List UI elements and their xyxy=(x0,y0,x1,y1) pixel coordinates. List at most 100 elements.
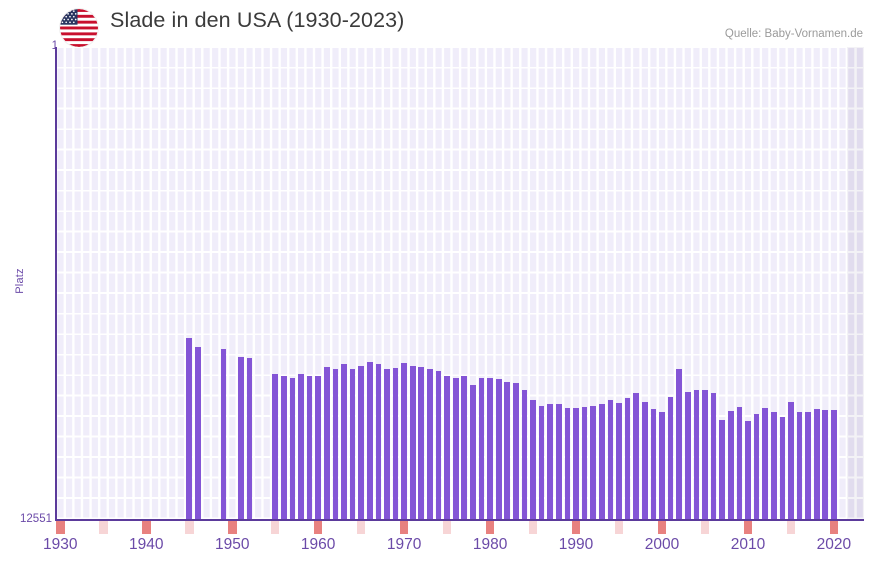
y-axis-top-tick-label: 1 xyxy=(51,40,58,52)
bar[interactable] xyxy=(770,411,777,519)
x-tick-major xyxy=(485,521,495,534)
x-axis-tick-label: 2020 xyxy=(816,536,852,553)
x-tick-major xyxy=(141,521,151,534)
bar[interactable] xyxy=(547,403,554,519)
bar[interactable] xyxy=(409,365,416,519)
bar[interactable] xyxy=(676,368,683,519)
bar[interactable] xyxy=(710,392,717,519)
bar[interactable] xyxy=(590,406,597,519)
bar[interactable] xyxy=(788,402,794,519)
bar[interactable] xyxy=(358,366,364,519)
y-axis-title: Platz xyxy=(14,268,26,294)
bar[interactable] xyxy=(796,412,803,519)
x-tick-minor xyxy=(270,521,280,534)
bar[interactable] xyxy=(495,379,502,519)
x-axis-tick-label: 1990 xyxy=(558,536,594,553)
bar[interactable] xyxy=(444,376,450,519)
bar[interactable] xyxy=(280,376,287,519)
bar[interactable] xyxy=(831,409,837,519)
bar[interactable] xyxy=(762,408,768,519)
bar[interactable] xyxy=(659,411,665,519)
bar[interactable] xyxy=(384,368,390,519)
bar[interactable] xyxy=(341,363,347,519)
bar[interactable] xyxy=(779,416,786,519)
x-tick-major xyxy=(227,521,237,534)
y-axis-bottom-tick-label: 12551 xyxy=(20,513,52,525)
bar[interactable] xyxy=(727,411,734,519)
bar[interactable] xyxy=(538,406,545,519)
bar[interactable] xyxy=(822,409,829,519)
x-tick-minor xyxy=(184,521,194,534)
bar[interactable] xyxy=(401,362,407,519)
bar[interactable] xyxy=(220,349,227,519)
bar[interactable] xyxy=(719,420,725,519)
bar[interactable] xyxy=(745,421,751,519)
bar[interactable] xyxy=(461,375,468,519)
bar[interactable] xyxy=(418,367,425,519)
bar[interactable] xyxy=(573,407,579,519)
bar[interactable] xyxy=(478,377,485,519)
bar[interactable] xyxy=(616,403,622,519)
x-tick-minor xyxy=(98,521,108,534)
bar[interactable] xyxy=(289,377,296,519)
bar[interactable] xyxy=(684,391,691,519)
x-axis-tick-label: 1950 xyxy=(214,536,250,553)
bar[interactable] xyxy=(306,375,313,519)
bar[interactable] xyxy=(805,411,811,519)
bar[interactable] xyxy=(435,370,442,519)
bar[interactable] xyxy=(702,389,708,519)
bar[interactable] xyxy=(581,406,588,519)
chart-header: Slade in den USA (1930-2023) Quelle: Bab… xyxy=(0,0,873,47)
bar[interactable] xyxy=(323,367,330,519)
x-tick-minor xyxy=(356,521,366,534)
bar[interactable] xyxy=(332,368,339,519)
x-tick-major xyxy=(571,521,581,534)
source-attribution: Quelle: Baby-Vornamen.de xyxy=(724,28,863,40)
bar[interactable] xyxy=(813,409,820,519)
bar[interactable] xyxy=(667,397,674,519)
bar[interactable] xyxy=(521,390,528,519)
page-title: Slade in den USA (1930-2023) xyxy=(110,8,405,32)
x-axis-labels: 1930 1940 1950 1960 1970 1980 1990 2000 2010 2020 xyxy=(0,536,873,566)
bar[interactable] xyxy=(427,368,433,519)
bar[interactable] xyxy=(736,406,743,519)
x-axis-tick-label: 2000 xyxy=(644,536,680,553)
bar[interactable] xyxy=(598,403,605,519)
bar[interactable] xyxy=(633,392,640,519)
x-axis-tick-label: 1930 xyxy=(43,536,78,553)
bar[interactable] xyxy=(375,363,382,519)
bar[interactable] xyxy=(753,414,760,519)
bar[interactable] xyxy=(504,382,511,519)
y-axis-line xyxy=(55,47,57,519)
bar[interactable] xyxy=(693,389,700,519)
bar-series xyxy=(56,47,864,519)
bar[interactable] xyxy=(246,358,253,519)
x-tick-major xyxy=(743,521,753,534)
bar[interactable] xyxy=(194,347,201,519)
bar[interactable] xyxy=(624,397,631,519)
x-axis-tick-label: 1960 xyxy=(300,536,336,553)
bar[interactable] xyxy=(272,374,279,519)
bar[interactable] xyxy=(470,385,476,519)
x-tick-major xyxy=(56,521,65,534)
bar[interactable] xyxy=(530,399,536,519)
x-axis-tick-label: 1980 xyxy=(472,536,508,553)
bar[interactable] xyxy=(315,376,321,519)
bar[interactable] xyxy=(392,367,399,519)
bar[interactable] xyxy=(298,373,304,519)
bar[interactable] xyxy=(564,407,571,519)
bar[interactable] xyxy=(641,402,648,519)
bar[interactable] xyxy=(452,377,459,519)
bar[interactable] xyxy=(607,400,614,519)
x-tick-major xyxy=(829,521,839,534)
x-axis-tick-label: 2010 xyxy=(730,536,766,553)
bar[interactable] xyxy=(513,382,519,519)
bar[interactable] xyxy=(366,362,373,519)
bar[interactable] xyxy=(349,368,356,519)
bar[interactable] xyxy=(186,338,193,519)
x-axis-tick-label: 1940 xyxy=(129,536,164,553)
bar[interactable] xyxy=(487,377,493,519)
bar[interactable] xyxy=(556,404,562,519)
bar[interactable] xyxy=(650,409,657,519)
bar[interactable] xyxy=(237,356,244,519)
